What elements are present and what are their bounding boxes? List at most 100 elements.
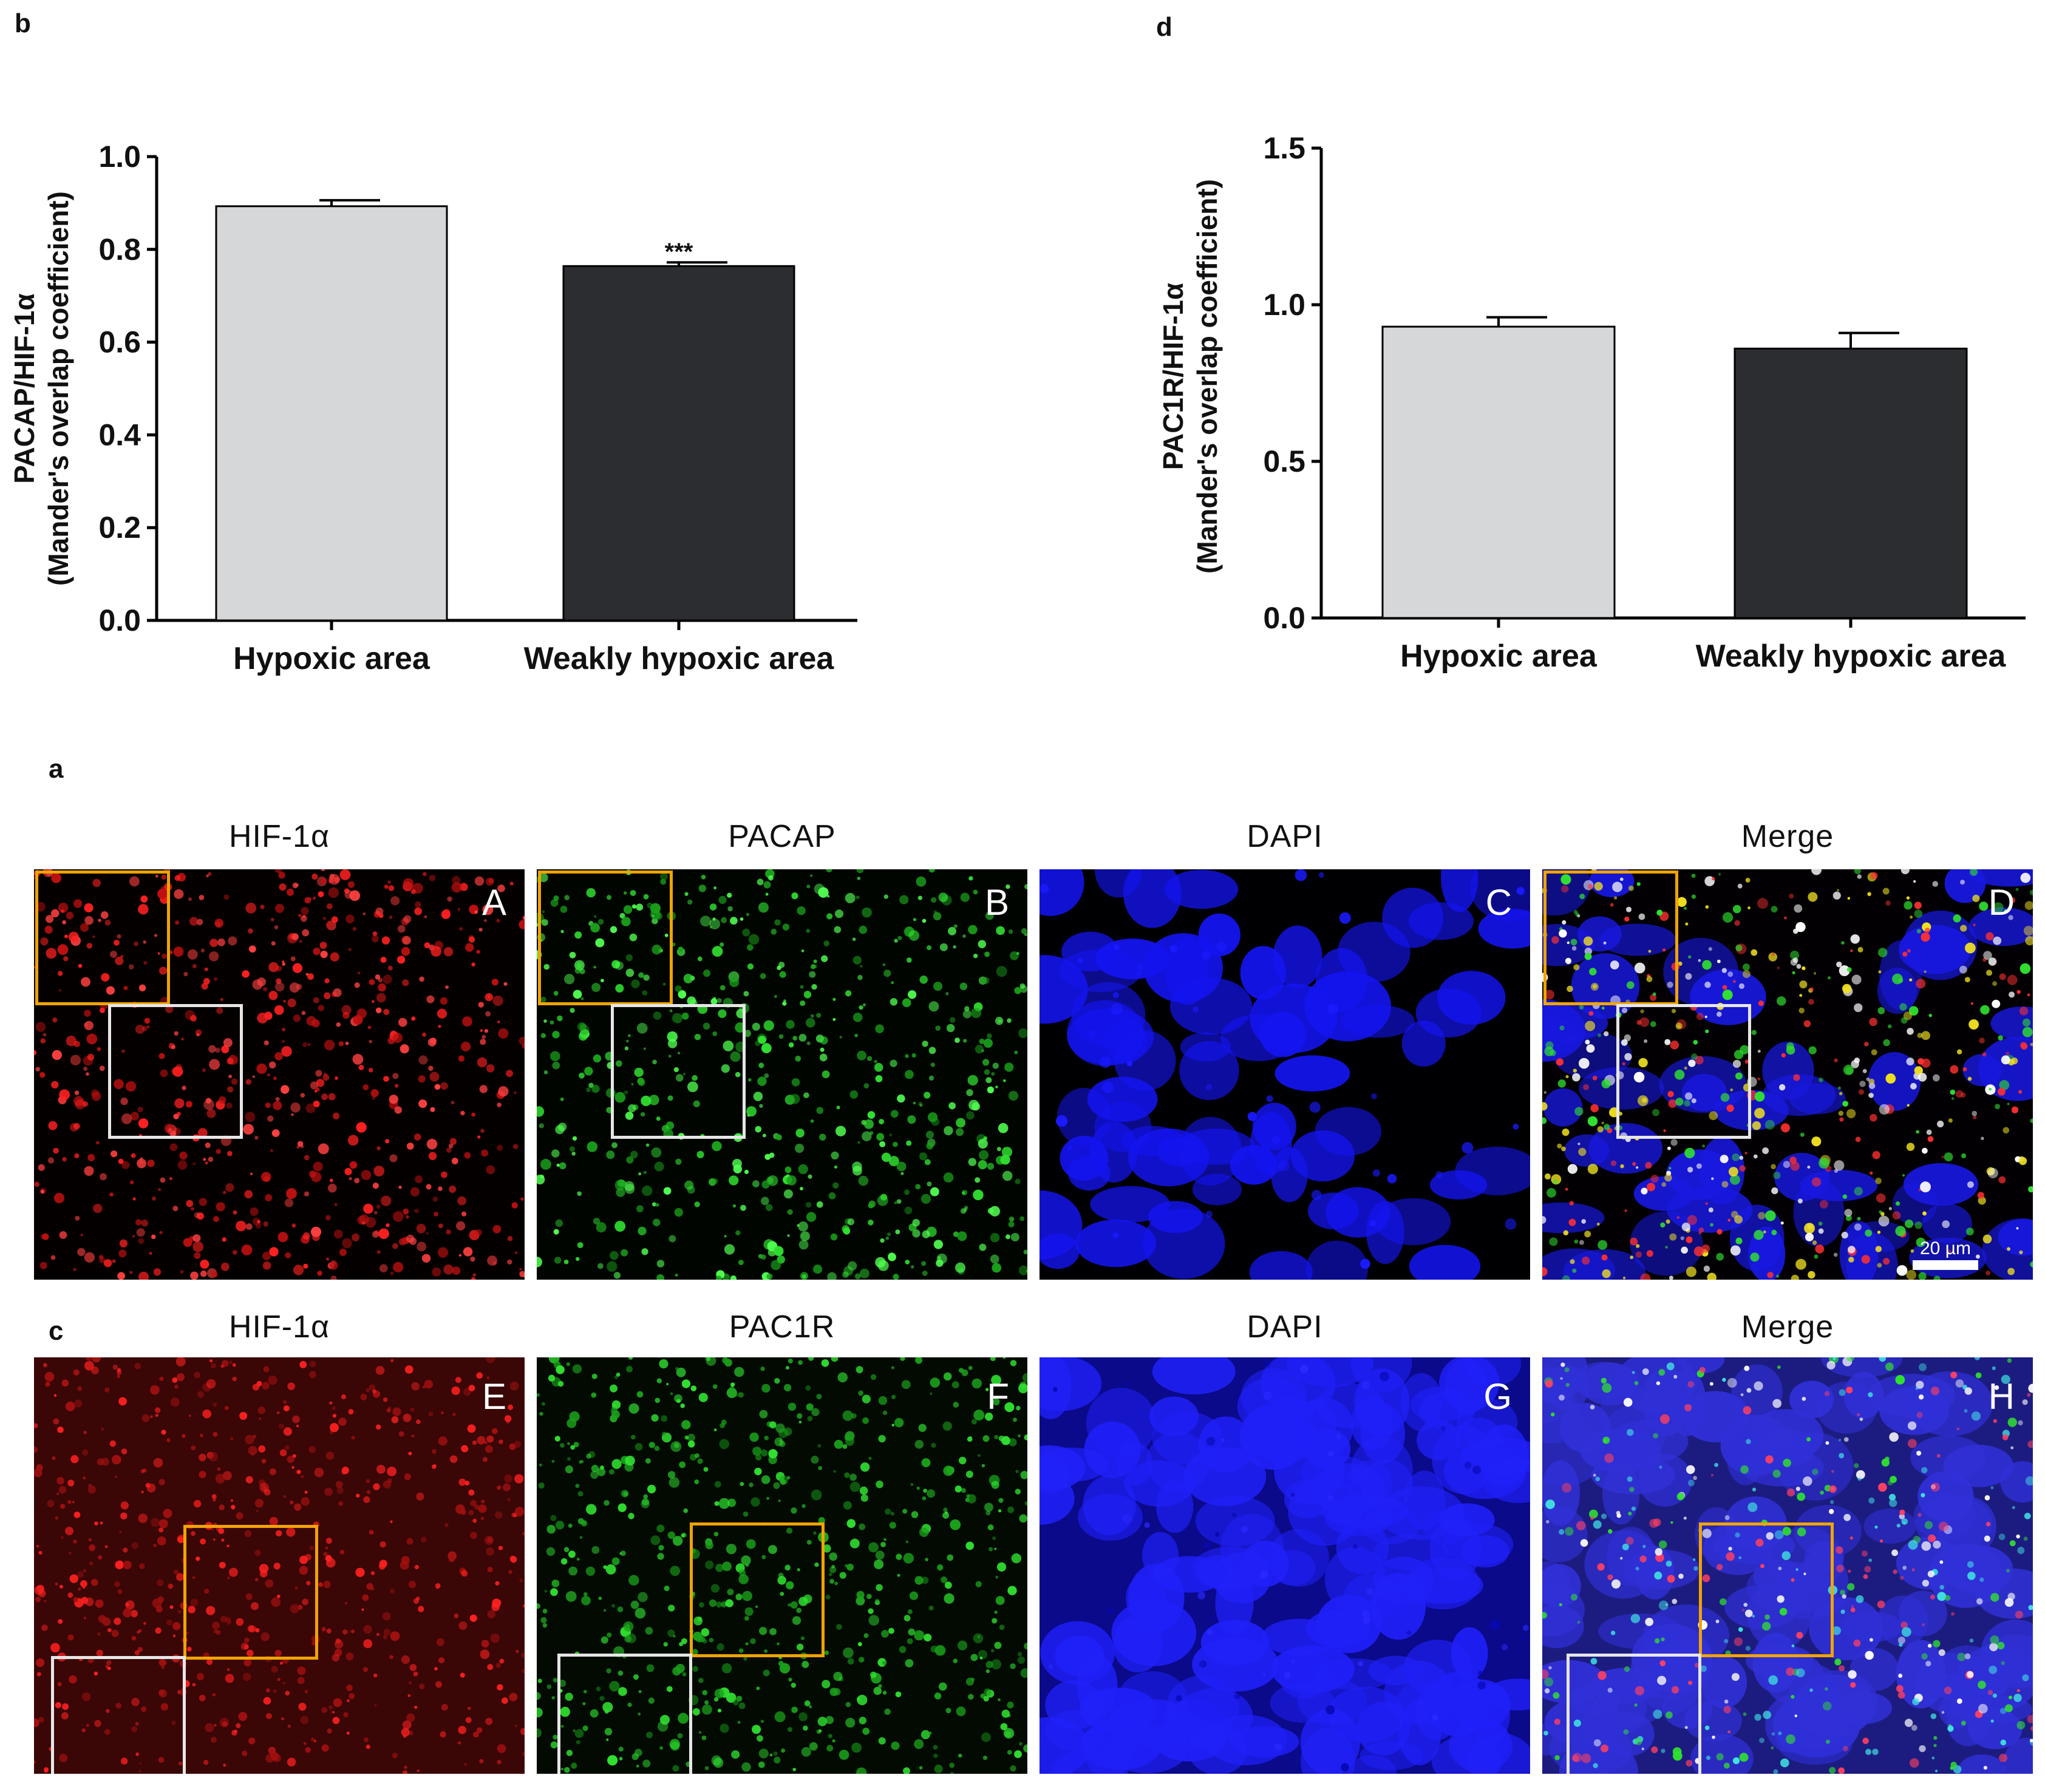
signal-dot <box>274 903 284 913</box>
signal-dot <box>918 1101 922 1106</box>
signal-dot <box>697 1617 703 1621</box>
y-label-line1: PAC1R/HIF-1α <box>1157 283 1189 470</box>
signal-dot <box>746 1539 756 1549</box>
signal-dot <box>626 1633 636 1643</box>
signal-dot <box>1570 1593 1578 1601</box>
signal-dot <box>821 955 828 962</box>
signal-dot <box>1754 1091 1765 1102</box>
signal-dot <box>1726 1552 1735 1561</box>
signal-dot <box>360 1393 367 1400</box>
signal-dot <box>1667 1146 1671 1150</box>
signal-dot <box>933 982 943 991</box>
signal-dot <box>692 1666 698 1672</box>
signal-dot <box>522 1669 525 1674</box>
signal-dot <box>1878 1215 1890 1227</box>
signal-dot <box>187 949 198 960</box>
signal-dot <box>480 1649 490 1659</box>
signal-dot <box>1611 1579 1621 1589</box>
signal-dot <box>348 1409 354 1415</box>
signal-dot <box>667 1095 673 1101</box>
signal-dot <box>335 1076 338 1080</box>
signal-dot <box>591 1085 600 1093</box>
signal-dot <box>416 1223 426 1234</box>
signal-dot <box>749 1432 759 1442</box>
nucleus <box>1432 1425 1495 1495</box>
signal-dot <box>792 1768 796 1771</box>
signal-dot <box>394 1084 399 1088</box>
signal-dot <box>514 1507 525 1516</box>
signal-dot <box>705 1560 714 1569</box>
signal-dot <box>1699 1366 1706 1373</box>
signal-dot <box>801 949 805 952</box>
signal-dot <box>1829 1500 1834 1504</box>
signal-dot <box>132 1235 135 1238</box>
signal-dot <box>1691 1053 1698 1060</box>
signal-dot <box>916 1486 920 1490</box>
signal-dot <box>909 1591 919 1600</box>
signal-dot <box>914 1576 924 1585</box>
signal-dot <box>497 1684 503 1691</box>
signal-dot <box>1964 977 1970 983</box>
signal-dot <box>880 1541 886 1547</box>
signal-dot <box>876 1480 883 1488</box>
signal-dot <box>1877 1230 1881 1234</box>
signal-dot <box>88 1484 92 1487</box>
signal-dot <box>1790 1161 1800 1171</box>
signal-dot <box>1975 1372 1982 1379</box>
signal-dot <box>576 1558 580 1561</box>
signal-dot <box>566 1750 573 1756</box>
signal-dot <box>923 1488 927 1493</box>
signal-dot <box>668 1054 672 1058</box>
signal-dot <box>390 896 400 906</box>
signal-dot <box>100 911 109 919</box>
signal-dot <box>579 1460 582 1464</box>
signal-dot <box>701 1704 712 1715</box>
signal-dot <box>1696 1163 1702 1169</box>
signal-dot <box>847 1218 854 1226</box>
signal-dot <box>1700 1665 1707 1672</box>
signal-dot <box>325 1215 331 1221</box>
signal-dot <box>1670 1040 1679 1050</box>
signal-dot <box>619 1757 623 1760</box>
signal-dot <box>603 1609 607 1612</box>
signal-dot <box>711 1755 722 1766</box>
signal-dot <box>1757 1077 1761 1081</box>
signal-dot <box>508 1570 512 1574</box>
signal-dot <box>1795 1258 1806 1270</box>
signal-dot <box>765 1204 773 1211</box>
signal-dot <box>777 965 781 971</box>
signal-dot <box>712 1178 719 1184</box>
signal-dot <box>1023 1744 1027 1753</box>
signal-dot <box>196 1556 200 1561</box>
signal-dot <box>743 1511 749 1517</box>
signal-dot <box>233 1210 237 1215</box>
signal-dot <box>1745 1646 1751 1651</box>
signal-dot <box>458 1725 467 1734</box>
signal-dot <box>586 1087 591 1092</box>
signal-dot <box>548 1374 556 1382</box>
signal-dot <box>486 1376 490 1379</box>
signal-dot <box>771 928 777 935</box>
signal-dot <box>329 1423 339 1433</box>
signal-dot <box>379 1541 386 1548</box>
signal-dot <box>737 1720 741 1724</box>
signal-dot <box>624 1046 629 1051</box>
signal-dot <box>1478 1670 1484 1676</box>
signal-dot <box>937 1564 944 1571</box>
nucleus <box>1998 1219 2033 1256</box>
inset-box-white <box>1616 1004 1751 1139</box>
x-tick-label: Weakly hypoxic area <box>524 641 835 676</box>
signal-dot <box>304 897 311 904</box>
inset-box-orange <box>35 871 170 1005</box>
signal-dot <box>70 1123 78 1132</box>
signal-dot <box>956 1128 964 1136</box>
signal-dot <box>438 1223 443 1229</box>
signal-dot <box>80 1580 87 1587</box>
signal-dot <box>1872 1151 1880 1159</box>
signal-dot <box>418 1075 426 1083</box>
signal-dot <box>542 1609 548 1614</box>
image-letter-c: C <box>1485 882 1512 923</box>
signal-dot <box>1630 1237 1638 1246</box>
signal-dot <box>80 1234 83 1237</box>
signal-dot <box>287 1455 294 1464</box>
